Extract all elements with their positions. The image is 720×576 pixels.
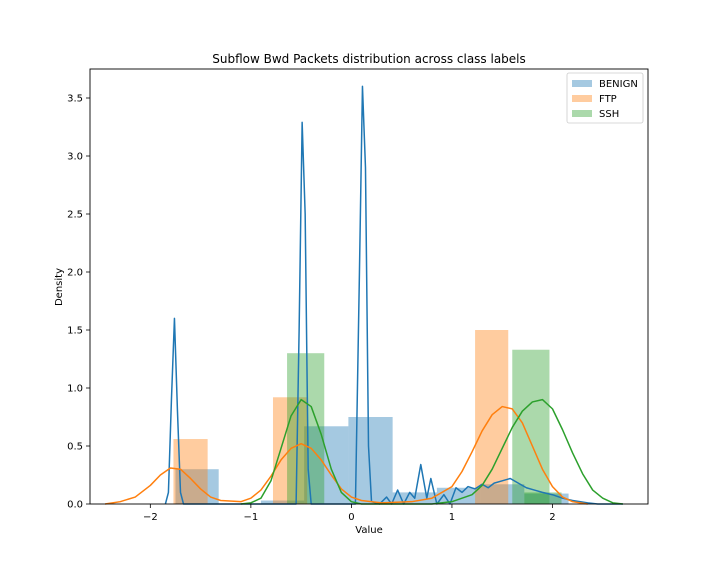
chart-title: Subflow Bwd Packets distribution across … bbox=[212, 52, 526, 66]
legend-label-benign: BENIGN bbox=[599, 79, 638, 90]
y-tick-label: 3.5 bbox=[67, 94, 83, 105]
x-tick-label: 2 bbox=[549, 512, 555, 523]
benign-histogram-bar-8 bbox=[524, 493, 569, 504]
y-tick-label: 2.0 bbox=[67, 268, 83, 279]
benign-histogram-bar-7 bbox=[480, 484, 525, 504]
ftp-kde-line bbox=[104, 405, 588, 505]
y-tick-label: 0.5 bbox=[67, 442, 83, 453]
x-tick-label: 0 bbox=[348, 512, 354, 523]
x-tick-label: −1 bbox=[243, 512, 258, 523]
y-axis: 0.0 0.5 1.0 1.5 2.0 2.5 3.0 3.5 bbox=[67, 94, 90, 511]
x-tick-label: 1 bbox=[449, 512, 455, 523]
legend-box bbox=[566, 72, 644, 124]
ssh-histogram-bar-2 bbox=[512, 349, 550, 504]
y-tick-label: 2.5 bbox=[67, 210, 83, 221]
ssh-histogram-bar-1 bbox=[287, 353, 325, 504]
legend-label-ssh: SSH bbox=[599, 109, 619, 120]
legend: BENIGN FTP SSH bbox=[566, 72, 644, 124]
benign-histogram-bar-2 bbox=[260, 500, 305, 504]
legend-swatch-ftp bbox=[572, 95, 592, 102]
ssh-histogram-bar-3 bbox=[524, 492, 562, 504]
legend-swatch-benign bbox=[572, 80, 592, 87]
ssh-kde-line bbox=[240, 398, 623, 505]
y-tick-label: 0.0 bbox=[67, 500, 83, 511]
y-tick-label: 1.5 bbox=[67, 326, 83, 337]
kde-layer bbox=[104, 85, 623, 505]
ftp-histogram-bar-3 bbox=[475, 330, 509, 504]
x-axis-label: Value bbox=[355, 525, 382, 536]
x-axis: −2 −1 0 1 2 bbox=[143, 504, 556, 523]
legend-label-ftp: FTP bbox=[599, 94, 617, 105]
y-tick-label: 3.0 bbox=[67, 152, 83, 163]
benign-kde-line bbox=[164, 85, 623, 505]
plot-frame bbox=[89, 68, 649, 505]
legend-swatch-ssh bbox=[572, 110, 592, 117]
x-tick-label: −2 bbox=[143, 512, 158, 523]
y-tick-label: 1.0 bbox=[67, 384, 83, 395]
ftp-histogram-bar-2 bbox=[272, 397, 308, 504]
y-axis-label: Density bbox=[54, 268, 65, 306]
